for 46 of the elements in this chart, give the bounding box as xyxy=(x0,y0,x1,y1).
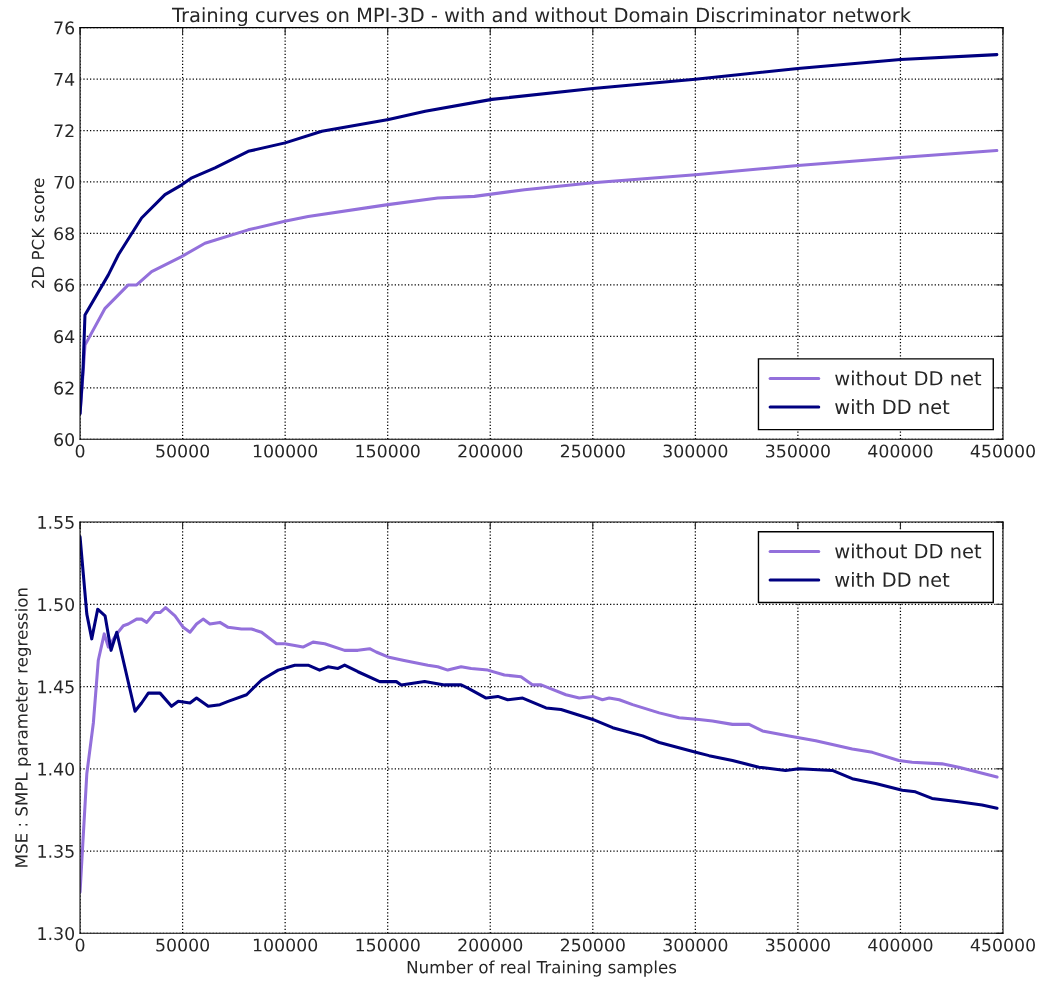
x-tick-label: 350000 xyxy=(766,444,830,458)
y-axis-title: MSE : SMPL parameter regression xyxy=(14,588,31,867)
y-tick-label: 70 xyxy=(54,175,75,189)
y-axis-title: 2D PCK score xyxy=(31,178,45,288)
x-tick-label: 450000 xyxy=(970,444,1035,458)
line-series xyxy=(80,535,999,810)
x-tick-label: 250000 xyxy=(560,444,625,458)
y-tick-label: 1.35 xyxy=(38,844,74,858)
legend-label: without DD net xyxy=(835,370,982,386)
y-tick-label: 66 xyxy=(54,278,75,292)
y-tick-label: 68 xyxy=(54,227,74,241)
y-tick-label: 74 xyxy=(54,72,75,86)
x-tick-label: 400000 xyxy=(868,444,933,458)
x-tick-label: 0 xyxy=(75,938,85,952)
x-tick-label: 300000 xyxy=(663,938,728,952)
y-tick-label: 60 xyxy=(54,433,75,447)
legend-label: without DD net xyxy=(835,543,982,559)
y-tick-label: 1.40 xyxy=(38,762,75,776)
x-tick-label: 400000 xyxy=(868,938,933,952)
line-series xyxy=(80,53,999,416)
x-tick-label: 300000 xyxy=(663,444,728,458)
y-tick-label: 1.55 xyxy=(38,515,74,529)
x-tick-label: 350000 xyxy=(766,938,830,952)
x-tick-label: 200000 xyxy=(458,938,523,952)
legend-label: with DD net xyxy=(835,571,950,588)
x-tick-label: 50000 xyxy=(156,444,210,458)
x-tick-label: 150000 xyxy=(356,938,420,952)
x-tick-label: 150000 xyxy=(356,444,420,458)
chart-title: Training curves on MPI-3D - with and without Domain Discriminator network xyxy=(171,7,911,27)
line-series xyxy=(80,606,999,894)
y-tick-label: 62 xyxy=(54,381,74,395)
x-tick-label: 100000 xyxy=(253,938,318,952)
x-tick-label: 0 xyxy=(75,444,85,458)
x-axis-title: Number of real Training samples xyxy=(407,960,677,977)
y-tick-label: 76 xyxy=(54,21,75,35)
y-tick-label: 1.50 xyxy=(38,598,75,612)
x-tick-label: 200000 xyxy=(458,444,523,458)
legend-label: with DD net xyxy=(835,399,950,415)
x-tick-label: 50000 xyxy=(156,938,210,952)
y-tick-label: 1.45 xyxy=(38,680,74,694)
y-tick-label: 64 xyxy=(54,330,75,344)
x-tick-label: 450000 xyxy=(970,938,1035,952)
y-tick-label: 72 xyxy=(54,124,74,138)
y-tick-label: 1.30 xyxy=(38,927,75,941)
x-tick-label: 100000 xyxy=(253,444,318,458)
x-tick-label: 250000 xyxy=(560,938,625,952)
